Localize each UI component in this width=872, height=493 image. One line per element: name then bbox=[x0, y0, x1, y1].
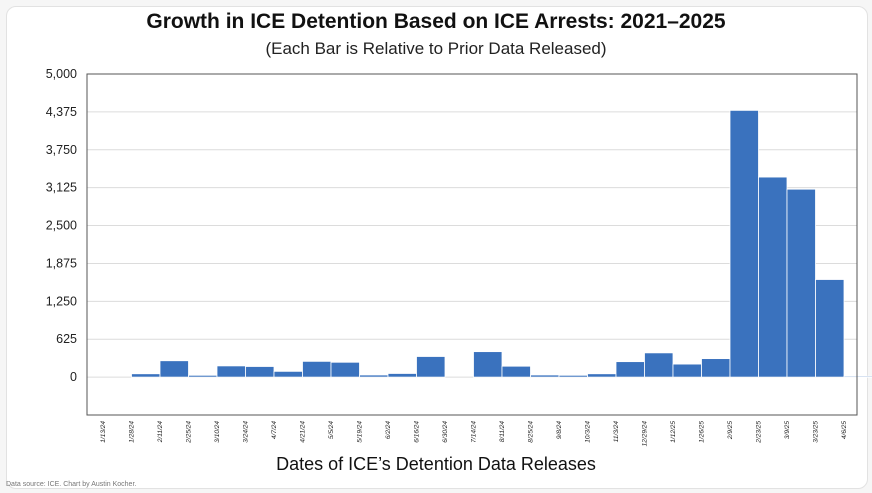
y-tick-label: 4,375 bbox=[46, 105, 77, 119]
chart-card bbox=[6, 6, 868, 489]
x-axis-ticks: 1/13/24 1/28/24 2/11/24 2/25/24 3/10/24 3/24/… bbox=[100, 421, 848, 447]
x-axis-label: Dates of ICE’s Detention Data Releases bbox=[276, 454, 596, 474]
x-tick-label: 3/9/25 bbox=[784, 421, 791, 439]
x-tick-label: 8/25/24 bbox=[528, 421, 535, 443]
x-tick-label: 1/28/24 bbox=[129, 421, 136, 443]
chart-title: Growth in ICE Detention Based on ICE Arr… bbox=[146, 10, 726, 33]
bar bbox=[815, 279, 845, 378]
bar bbox=[245, 366, 275, 378]
bar bbox=[216, 365, 246, 378]
x-tick-label: 6/30/24 bbox=[442, 421, 449, 443]
y-axis-ticks: 0 625 1,250 1,875 2,500 3,125 3,750 4,375 5,000 bbox=[46, 67, 77, 384]
bar bbox=[273, 370, 303, 378]
bar bbox=[473, 351, 503, 378]
x-tick-label: 2/25/24 bbox=[186, 421, 193, 444]
bar bbox=[131, 373, 161, 378]
y-tick-label: 1,875 bbox=[46, 256, 77, 270]
x-tick-label: 7/14/24 bbox=[471, 421, 478, 443]
data-source-note: Data source: ICE. Chart by Austin Kocher… bbox=[6, 481, 137, 488]
plot-frame bbox=[86, 73, 858, 416]
x-tick-label: 4/6/25 bbox=[841, 421, 848, 439]
y-tick-label: 3,125 bbox=[46, 181, 77, 195]
x-tick-label: 5/5/24 bbox=[328, 421, 335, 439]
x-tick-label: 2/9/25 bbox=[727, 421, 734, 440]
x-tick-label: 3/23/25 bbox=[813, 421, 820, 443]
bar bbox=[843, 375, 872, 378]
y-tick-label: 3,750 bbox=[46, 143, 77, 157]
x-tick-label: 5/19/24 bbox=[357, 421, 364, 443]
bar bbox=[672, 363, 702, 378]
x-tick-label: 10/3/24 bbox=[585, 421, 592, 443]
x-tick-label: 3/24/24 bbox=[243, 421, 250, 443]
x-tick-label: 1/12/25 bbox=[670, 421, 677, 443]
chart-subtitle: (Each Bar is Relative to Prior Data Rele… bbox=[265, 39, 607, 58]
bar bbox=[159, 360, 189, 378]
bar bbox=[330, 361, 360, 378]
y-tick-label: 0 bbox=[70, 370, 77, 384]
x-tick-label: 2/11/24 bbox=[157, 421, 164, 444]
bar bbox=[302, 360, 332, 378]
x-tick-label: 2/23/25 bbox=[756, 421, 763, 444]
bar bbox=[501, 365, 531, 378]
y-tick-label: 2,500 bbox=[46, 219, 77, 233]
x-tick-label: 1/26/25 bbox=[699, 421, 706, 443]
bar bbox=[188, 374, 218, 378]
y-tick-label: 625 bbox=[56, 332, 77, 346]
x-tick-label: 4/21/24 bbox=[300, 421, 307, 443]
y-tick-label: 1,250 bbox=[46, 294, 77, 308]
bar bbox=[644, 352, 674, 378]
x-tick-label: 4/7/24 bbox=[271, 421, 278, 439]
x-tick-label: 6/16/24 bbox=[414, 421, 421, 443]
x-tick-label: 8/11/24 bbox=[499, 421, 506, 443]
bars bbox=[131, 109, 872, 378]
bar bbox=[701, 358, 731, 378]
x-tick-label: 6/2/24 bbox=[385, 421, 392, 439]
bar bbox=[786, 188, 816, 378]
bar bbox=[729, 109, 759, 378]
bar bbox=[359, 374, 389, 378]
bar bbox=[387, 373, 417, 378]
bar bbox=[587, 373, 617, 378]
x-tick-label: 9/8/24 bbox=[556, 421, 563, 439]
x-tick-label: 3/10/24 bbox=[214, 421, 221, 443]
x-tick-label: 1/13/24 bbox=[100, 421, 107, 443]
bar bbox=[530, 374, 560, 378]
bar bbox=[758, 176, 788, 378]
x-tick-label: 12/29/24 bbox=[642, 421, 649, 447]
bar bbox=[416, 356, 446, 378]
y-tick-label: 5,000 bbox=[46, 67, 77, 81]
x-tick-label: 11/3/24 bbox=[613, 421, 620, 443]
bar bbox=[558, 374, 588, 378]
bar bbox=[615, 361, 645, 378]
